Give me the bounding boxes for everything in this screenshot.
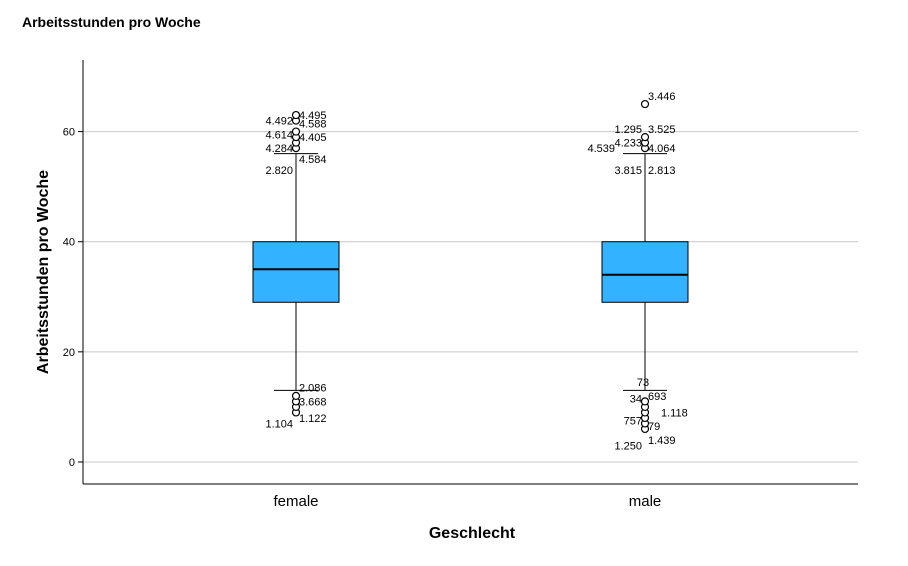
outlier-label: 693 [648, 391, 666, 403]
y-tick-label: 40 [63, 237, 75, 249]
outlier-label: 1.118 [661, 407, 688, 419]
outlier-label: 4.064 [648, 143, 676, 155]
outlier-label: 4.539 [587, 143, 615, 155]
outlier-label: 1.295 [614, 124, 642, 136]
x-category-label: female [273, 493, 318, 510]
outlier-label: 2.813 [648, 165, 676, 177]
outlier-label: 1.104 [265, 418, 293, 430]
box-iqr [252, 241, 340, 303]
grid-lines [83, 131, 858, 463]
outlier-label: 3.446 [648, 91, 676, 103]
outlier-label: 4.614 [265, 129, 293, 141]
outlier-point [291, 391, 301, 400]
outlier-label: 34 [630, 394, 642, 406]
outlier-label: 3.668 [299, 396, 327, 408]
y-tick-label: 60 [63, 127, 75, 139]
outlier-point [640, 397, 650, 406]
outlier-point [291, 127, 301, 136]
outlier-label: 1.250 [614, 440, 642, 452]
outlier-label: 1.122 [299, 413, 327, 425]
outlier-label: 73 [637, 377, 649, 389]
outlier-point [640, 99, 650, 109]
outlier-label: 757 [624, 416, 642, 428]
outlier-point [640, 132, 650, 142]
outlier-point [291, 110, 301, 120]
outlier-label: 4.284 [265, 143, 293, 155]
outlier-label: 4.233 [614, 138, 642, 150]
chart-title: Arbeitsstunden pro Woche [22, 14, 201, 30]
outlier-label: 4.405 [299, 132, 327, 144]
outlier-label: 2.086 [299, 383, 327, 395]
outlier-label: 1.439 [648, 435, 676, 447]
y-axis-title: Arbeitsstunden pro Woche [35, 170, 52, 374]
outlier-label: 4.495 [299, 110, 327, 122]
box-iqr [601, 241, 689, 303]
outlier-label: 4.584 [299, 154, 327, 166]
y-tick-label: 20 [63, 347, 75, 359]
outlier-label: 3.525 [648, 124, 676, 136]
outlier-label: 79 [648, 421, 660, 433]
outlier-label: 4.588 [299, 118, 327, 130]
x-axis-title: Geschlecht [429, 525, 516, 542]
y-tick-label: 0 [69, 457, 75, 469]
box-female: 4.495 4.492 4.588 4.614 4.405 4.284 4.584 2.820… [252, 110, 340, 430]
x-category-label: male [629, 493, 662, 510]
outlier-label: 3.815 [614, 165, 642, 177]
box-group: 4.495 4.492 4.588 4.614 4.405 4.284 4.584 2.820… [252, 91, 689, 452]
axes: 0 20 40 60 female male [63, 60, 858, 510]
outlier-label: 2.820 [265, 165, 293, 177]
outlier-label: 4.492 [265, 116, 293, 128]
